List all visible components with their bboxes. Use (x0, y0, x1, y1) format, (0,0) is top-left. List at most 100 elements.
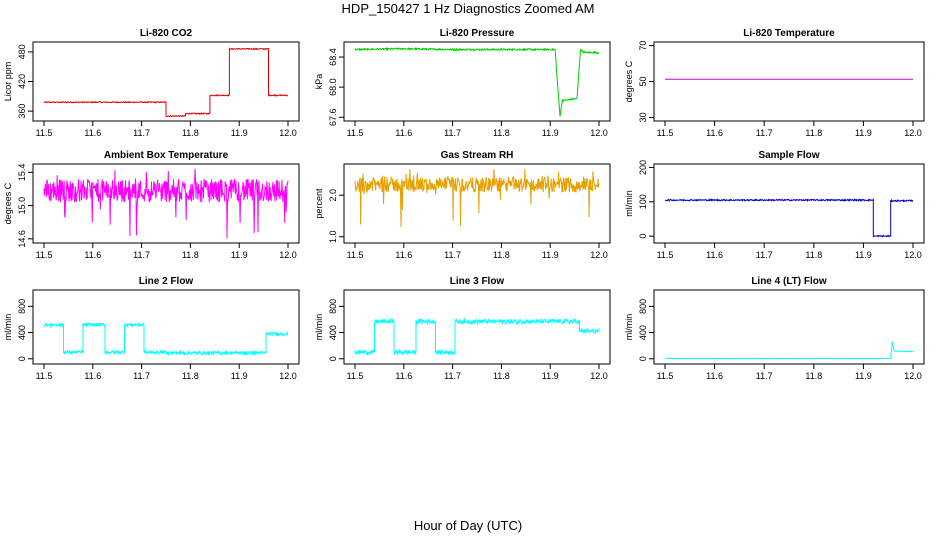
x-tick-label: 11.8 (805, 371, 822, 381)
series-line (43, 47, 289, 118)
y-tick-label: 480 (17, 44, 27, 59)
panel-title: Ambient Box Temperature (104, 150, 229, 161)
panel-frame (32, 289, 300, 365)
x-tick-label: 12.0 (904, 128, 922, 138)
x-tick-label: 11.7 (133, 128, 150, 138)
x-tick-label: 11.7 (444, 371, 461, 381)
x-tick-label: 11.5 (657, 371, 674, 381)
x-tick-label: 11.7 (756, 128, 773, 138)
x-tick-label: 11.5 (36, 128, 53, 138)
x-tick-label: 12.0 (590, 250, 608, 260)
panel-title: Li-820 Temperature (743, 28, 835, 39)
panel-frame (653, 289, 925, 365)
x-tick-label: 11.5 (347, 371, 364, 381)
x-tick-label: 11.5 (36, 371, 53, 381)
y-tick-label: 2.0 (328, 189, 338, 202)
y-tick-label: 400 (328, 325, 338, 340)
x-tick-label: 12.0 (279, 128, 297, 138)
x-tick-label: 12.0 (904, 371, 922, 381)
y-axis-label: percent (314, 188, 324, 219)
x-tick-label: 11.5 (657, 250, 674, 260)
x-tick-label: 11.6 (395, 371, 412, 381)
y-axis-label: ml/min (314, 314, 324, 341)
x-tick-label: 11.6 (395, 128, 412, 138)
series-line (354, 169, 600, 228)
x-tick-label: 11.8 (805, 128, 822, 138)
series-line (43, 321, 289, 357)
x-tick-label: 12.0 (279, 250, 297, 260)
y-tick-label: 0 (638, 356, 648, 361)
x-tick-label: 11.5 (36, 250, 53, 260)
y-axis-label: degrees C (624, 60, 634, 102)
x-tick-label: 11.9 (855, 371, 872, 381)
panel-title: Li-820 CO2 (140, 28, 193, 39)
panel-title: Line 4 (LT) Flow (751, 276, 827, 287)
panel-frame (653, 163, 925, 244)
panel-title: Line 3 Flow (450, 276, 505, 287)
y-axis-label: ml/min (624, 190, 634, 217)
x-tick-label: 11.7 (133, 250, 150, 260)
x-tick-label: 12.0 (590, 371, 608, 381)
series-line (43, 168, 289, 239)
x-tick-label: 11.6 (706, 250, 723, 260)
y-tick-label: 15.4 (17, 164, 27, 182)
y-axis-label: degrees C (3, 182, 13, 224)
x-tick-label: 11.6 (706, 128, 723, 138)
y-tick-label: 800 (638, 299, 648, 314)
y-tick-label: 50 (638, 76, 648, 86)
y-axis-label: ml/min (3, 314, 13, 341)
y-tick-label: 400 (638, 325, 648, 340)
x-tick-label: 11.8 (805, 250, 822, 260)
x-tick-label: 11.6 (84, 250, 101, 260)
y-axis-label: kPa (314, 74, 324, 90)
figure-title: HDP_150427 1 Hz Diagnostics Zoomed AM (341, 1, 595, 16)
x-tick-label: 11.7 (444, 250, 461, 260)
y-tick-label: 70 (638, 41, 648, 51)
x-tick-label: 11.9 (231, 128, 248, 138)
panel-title: Gas Stream RH (441, 150, 514, 161)
x-tick-label: 11.6 (84, 128, 101, 138)
y-axis-label: Licor ppm (3, 62, 13, 102)
x-tick-label: 11.7 (444, 128, 461, 138)
x-tick-label: 11.9 (542, 250, 559, 260)
x-tick-label: 11.5 (347, 250, 364, 260)
y-tick-label: 400 (17, 325, 27, 340)
panel-title: Line 2 Flow (139, 276, 194, 287)
x-tick-label: 11.7 (756, 371, 773, 381)
panel-frame (343, 289, 611, 365)
y-axis-label: ml/min (624, 314, 634, 341)
x-tick-label: 11.6 (395, 250, 412, 260)
y-tick-label: 100 (638, 194, 648, 209)
x-tick-label: 12.0 (279, 371, 297, 381)
x-tick-label: 12.0 (904, 250, 922, 260)
x-tick-label: 11.8 (493, 250, 510, 260)
series-line (665, 341, 914, 360)
x-tick-label: 11.9 (231, 250, 248, 260)
y-tick-label: 67.6 (328, 108, 338, 126)
x-tick-label: 11.9 (542, 371, 559, 381)
figure-x-axis-label: Hour of Day (UTC) (413, 518, 523, 533)
y-tick-label: 15.0 (17, 197, 27, 215)
x-tick-label: 11.9 (855, 250, 872, 260)
panel-frame (32, 163, 300, 244)
y-tick-label: 14.6 (17, 230, 27, 248)
x-tick-label: 11.6 (706, 371, 723, 381)
x-tick-label: 11.9 (542, 128, 559, 138)
x-tick-label: 11.8 (182, 371, 199, 381)
panel-frame (343, 41, 611, 122)
x-tick-label: 11.7 (133, 371, 150, 381)
x-tick-label: 11.9 (855, 128, 872, 138)
y-tick-label: 68.4 (328, 48, 338, 66)
x-tick-label: 11.5 (657, 128, 674, 138)
panel-frame (653, 41, 925, 122)
panel-title: Li-820 Pressure (440, 28, 515, 39)
panel-title: Sample Flow (758, 150, 819, 161)
series-line (664, 197, 914, 238)
y-tick-label: 800 (17, 299, 27, 314)
x-tick-label: 11.6 (84, 371, 101, 381)
y-tick-label: 68.0 (328, 78, 338, 96)
series-line (354, 317, 600, 356)
x-tick-label: 11.9 (231, 371, 248, 381)
y-tick-label: 800 (328, 299, 338, 314)
